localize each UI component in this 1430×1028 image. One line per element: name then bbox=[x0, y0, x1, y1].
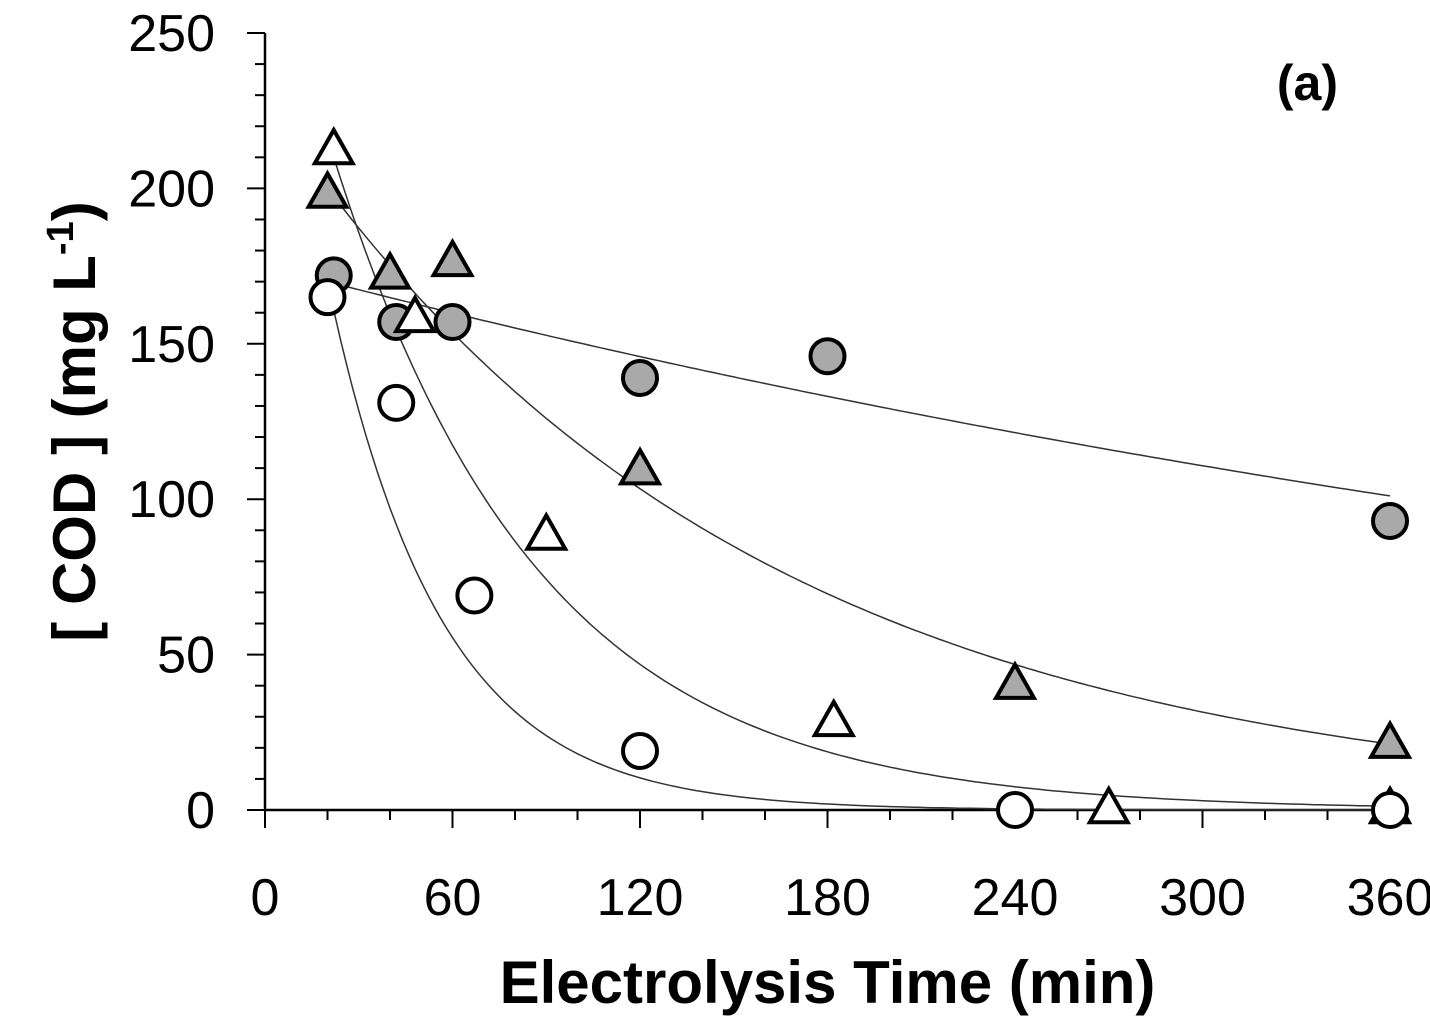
ticks bbox=[247, 32, 1391, 828]
y-axis-title: [ COD ] (mg L-1) bbox=[40, 201, 108, 641]
series-4-point bbox=[996, 791, 1034, 829]
x-tick-label: 360 bbox=[1347, 869, 1430, 927]
series-3-point bbox=[311, 125, 357, 166]
y-tick-label: 50 bbox=[157, 627, 215, 685]
x-tick-label: 0 bbox=[251, 869, 280, 927]
fit-curve-2 bbox=[326, 187, 1391, 745]
x-tick-label: 180 bbox=[784, 869, 871, 927]
axes: 0 60 120 180 240 300 360 0 50 100 150 200 250 bbox=[128, 5, 1430, 927]
y-tick-label: 250 bbox=[128, 5, 215, 63]
fit-curve-3 bbox=[333, 157, 1391, 808]
fit-curve-1 bbox=[327, 280, 1391, 497]
series-2-point bbox=[1367, 719, 1413, 759]
x-axis-title: Electrolysis Time (min) bbox=[500, 949, 1156, 1016]
series-1-point bbox=[808, 337, 847, 376]
series-4-point bbox=[1371, 791, 1409, 829]
series-2-point bbox=[305, 169, 350, 209]
y-tick-label: 150 bbox=[128, 316, 215, 374]
series-4-point bbox=[308, 278, 347, 317]
y-tick-label: 100 bbox=[128, 471, 215, 529]
series-3-point bbox=[392, 293, 438, 334]
series-2-point bbox=[430, 237, 475, 278]
series-3-point bbox=[1086, 784, 1132, 825]
series-1-point bbox=[1371, 501, 1409, 540]
y-tick-label: 200 bbox=[128, 160, 215, 218]
series-2-point bbox=[617, 446, 663, 486]
y-axis-title-close: ) bbox=[41, 201, 108, 221]
y-tick-label: 0 bbox=[186, 782, 215, 840]
x-tick-label: 60 bbox=[424, 869, 482, 927]
series-2-point bbox=[992, 660, 1038, 700]
series-4-point bbox=[621, 731, 659, 770]
series-1-point bbox=[433, 303, 472, 342]
x-tick-label: 240 bbox=[972, 869, 1059, 927]
panel-label: (a) bbox=[1277, 55, 1338, 111]
data-points bbox=[305, 125, 1413, 829]
series-3-point bbox=[523, 511, 569, 551]
series-4-point bbox=[377, 383, 416, 422]
x-tick-label: 120 bbox=[597, 869, 684, 927]
series-2-point bbox=[367, 250, 413, 290]
fit-curves bbox=[326, 157, 1391, 811]
series-3-point bbox=[811, 697, 857, 738]
series-1-point bbox=[621, 358, 659, 397]
fit-curve-4 bbox=[326, 281, 1390, 811]
tick-labels: 0 60 120 180 240 300 360 0 50 100 150 200 250 bbox=[128, 5, 1430, 927]
x-tick-label: 300 bbox=[1159, 869, 1246, 927]
series-4-point bbox=[455, 576, 494, 615]
y-axis-title-superscript: -1 bbox=[40, 221, 82, 255]
y-axis-title-main: [ COD ] (mg L bbox=[41, 255, 108, 642]
